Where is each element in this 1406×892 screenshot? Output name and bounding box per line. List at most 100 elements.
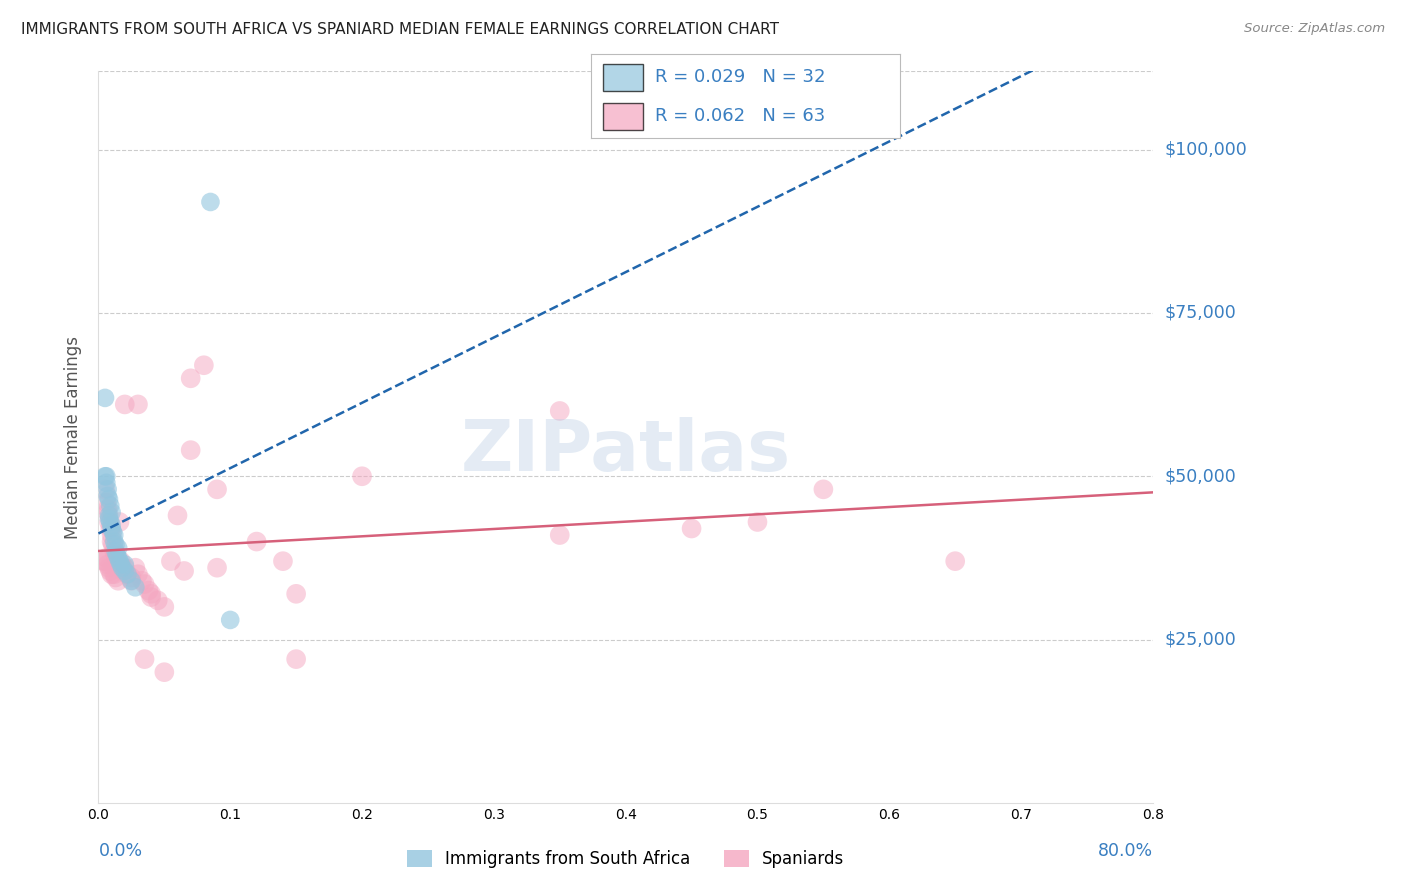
Point [153, 599, 176, 614]
Point [124, 580, 146, 594]
Text: Source: ZipAtlas.com: Source: ZipAtlas.com [1244, 22, 1385, 36]
Point [271, 554, 294, 568]
Text: 80.0%: 80.0% [1098, 842, 1153, 860]
Point [98, 515, 121, 529]
Point [117, 567, 139, 582]
Point [107, 558, 129, 572]
Point [103, 534, 125, 549]
Point [114, 560, 136, 574]
Point [98, 508, 121, 523]
Point [103, 544, 125, 558]
Point [100, 521, 122, 535]
Point [180, 443, 202, 458]
Point [813, 483, 835, 497]
Point [205, 483, 228, 497]
Point [94, 469, 117, 483]
Point [96, 550, 118, 565]
Legend: Immigrants from South Africa, Spaniards: Immigrants from South Africa, Spaniards [401, 844, 851, 875]
Point [173, 564, 195, 578]
Point [98, 512, 121, 526]
Point [104, 544, 127, 558]
Point [98, 499, 121, 513]
Point [104, 538, 127, 552]
Text: $75,000: $75,000 [1164, 304, 1236, 322]
Point [98, 515, 121, 529]
Point [117, 567, 139, 582]
Point [747, 515, 769, 529]
Point [104, 570, 127, 584]
Point [246, 534, 269, 549]
Text: $50,000: $50,000 [1164, 467, 1236, 485]
Point [94, 483, 117, 497]
Point [100, 567, 122, 582]
Point [285, 587, 308, 601]
Point [108, 554, 131, 568]
Point [134, 652, 156, 666]
Point [96, 495, 118, 509]
Point [103, 567, 125, 582]
Point [111, 560, 134, 574]
Point [97, 558, 120, 572]
Point [120, 570, 142, 584]
Point [166, 508, 188, 523]
Point [94, 391, 117, 405]
Point [943, 554, 966, 568]
Point [100, 534, 122, 549]
Text: $100,000: $100,000 [1164, 141, 1247, 159]
Point [97, 483, 120, 497]
Text: 0.0%: 0.0% [98, 842, 142, 860]
Point [120, 574, 142, 588]
Point [285, 652, 308, 666]
Point [93, 554, 115, 568]
Text: R = 0.029   N = 32: R = 0.029 N = 32 [655, 69, 825, 87]
Point [98, 521, 121, 535]
Point [114, 558, 136, 572]
Point [180, 371, 202, 385]
Point [97, 505, 120, 519]
Point [141, 590, 163, 604]
Point [352, 469, 374, 483]
Point [127, 567, 149, 582]
Point [107, 541, 129, 555]
Point [112, 564, 135, 578]
Point [105, 554, 128, 568]
Point [101, 524, 124, 539]
Point [131, 574, 153, 588]
Point [548, 528, 571, 542]
Point [138, 583, 160, 598]
Point [108, 515, 131, 529]
Point [96, 469, 118, 483]
Point [141, 587, 163, 601]
Point [200, 194, 222, 209]
Point [98, 560, 121, 574]
Point [97, 489, 120, 503]
Point [114, 564, 136, 578]
Point [146, 593, 169, 607]
Point [100, 528, 122, 542]
Text: ZIPatlas: ZIPatlas [461, 417, 790, 486]
Point [124, 560, 146, 574]
Point [101, 538, 124, 552]
Point [120, 574, 142, 588]
Point [219, 613, 242, 627]
Point [153, 665, 176, 680]
Point [134, 577, 156, 591]
Point [110, 558, 132, 572]
Text: IMMIGRANTS FROM SOUTH AFRICA VS SPANIARD MEDIAN FEMALE EARNINGS CORRELATION CHAR: IMMIGRANTS FROM SOUTH AFRICA VS SPANIARD… [21, 22, 779, 37]
Point [114, 397, 136, 411]
Point [94, 554, 117, 568]
Point [105, 548, 128, 562]
Text: $25,000: $25,000 [1164, 631, 1236, 648]
Point [98, 492, 121, 507]
FancyBboxPatch shape [603, 103, 643, 130]
Point [111, 560, 134, 574]
FancyBboxPatch shape [603, 63, 643, 91]
Point [100, 518, 122, 533]
Y-axis label: Median Female Earnings: Median Female Earnings [65, 335, 83, 539]
Point [98, 564, 121, 578]
Point [160, 554, 183, 568]
Point [681, 521, 703, 535]
Point [107, 574, 129, 588]
Point [107, 550, 129, 565]
Point [96, 475, 118, 490]
